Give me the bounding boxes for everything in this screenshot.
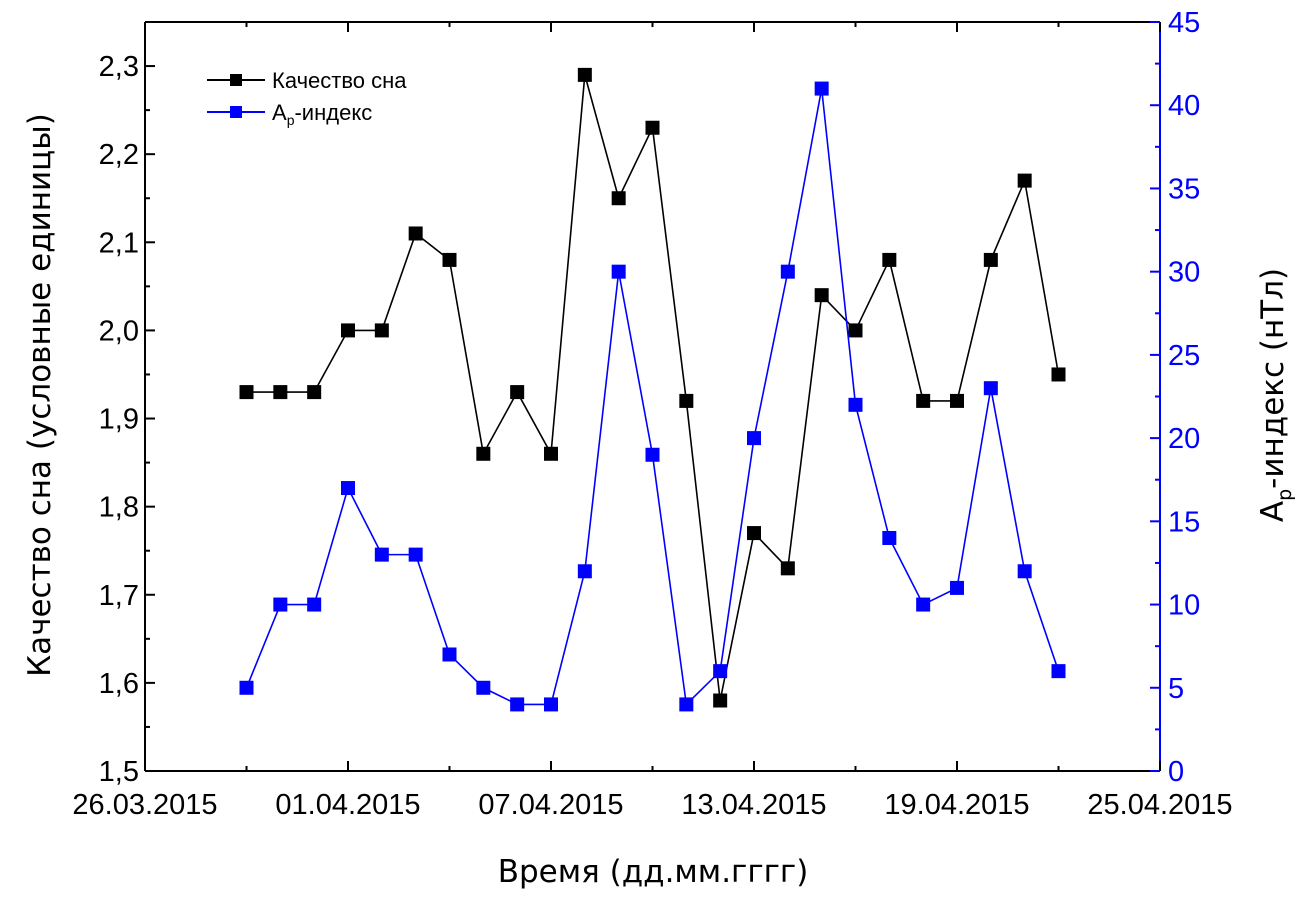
data-point-ap	[341, 481, 355, 496]
x-axis-title: Время (дд.мм.гггг)	[498, 854, 809, 890]
y-right-tick-label: 5	[1168, 673, 1184, 705]
x-tick-label: 19.04.2015	[884, 789, 1029, 821]
series-line-ap	[245, 88, 1060, 707]
data-point-sleep	[408, 226, 423, 241]
data-point-ap	[476, 680, 491, 695]
legend-label-ap-rest: -индекс	[294, 100, 372, 125]
data-point-sleep	[916, 393, 931, 408]
data-point-sleep	[577, 67, 592, 82]
legend-label-ap-sub: p	[287, 112, 295, 128]
x-tick-label: 26.03.2015	[72, 789, 217, 821]
data-point-ap	[1017, 564, 1032, 579]
x-tick-label: 25.04.2015	[1087, 789, 1232, 821]
y-left-tick-label: 1,9	[99, 404, 139, 436]
data-point-sleep	[679, 393, 694, 408]
y-left-tick-label: 2,1	[99, 227, 139, 259]
data-point-sleep	[780, 561, 795, 576]
data-point-sleep	[814, 288, 829, 303]
data-point-sleep	[611, 191, 626, 206]
legend: Качество сна Ap-индекс	[207, 68, 407, 128]
y-axis-right-title-rest: -индекс (нТл)	[1255, 268, 1291, 489]
y-left-tick-label: 1,7	[99, 580, 139, 612]
data-point-ap	[780, 264, 795, 279]
data-point-sleep	[307, 385, 322, 400]
y-right-tick-label: 25	[1168, 340, 1200, 372]
y-left-tick-label: 2,3	[99, 51, 139, 83]
y-left-tick-label: 2,0	[99, 315, 139, 347]
y-axis-right-title-sub: p	[1274, 489, 1296, 501]
data-point-ap	[916, 597, 931, 612]
y-right-tick-label: 0	[1168, 756, 1184, 788]
y-left-tick-label: 1,5	[99, 756, 139, 788]
x-tick-label: 07.04.2015	[478, 789, 623, 821]
data-point-ap	[1051, 664, 1066, 679]
data-point-sleep	[510, 385, 525, 400]
legend-label-ap: Ap-индекс	[272, 100, 372, 128]
data-point-ap	[882, 530, 897, 545]
data-point-sleep	[983, 252, 998, 267]
data-point-ap	[983, 381, 998, 396]
data-point-ap	[577, 564, 592, 579]
legend-label-ap-main: A	[272, 100, 287, 125]
y-left-tick-label: 1,8	[99, 492, 139, 524]
data-point-ap	[273, 597, 288, 612]
y-left-tick-label: 1,6	[99, 668, 139, 700]
data-point-ap	[814, 81, 829, 96]
data-point-ap	[713, 664, 728, 679]
data-point-ap	[611, 264, 626, 279]
y-axis-left-title: Качество сна (условные единицы)	[22, 113, 58, 677]
y-right-tick-label: 30	[1168, 257, 1200, 289]
data-point-sleep	[747, 526, 761, 541]
y-left-tick-label: 2,2	[99, 139, 139, 171]
y-axis-right-title-main: A	[1255, 501, 1291, 522]
data-point-ap	[747, 431, 761, 446]
y-right-tick-label: 45	[1168, 7, 1200, 39]
data-point-ap	[374, 547, 389, 562]
data-point-sleep	[341, 323, 355, 338]
data-point-sleep	[713, 693, 728, 708]
y-right-tick-label: 10	[1168, 590, 1200, 622]
data-point-ap	[307, 597, 322, 612]
data-point-sleep	[882, 252, 897, 267]
data-point-sleep	[239, 385, 254, 400]
data-point-sleep	[442, 252, 457, 267]
x-tick-label: 01.04.2015	[275, 789, 420, 821]
series-line-sleep	[246, 74, 1060, 701]
data-point-sleep	[374, 323, 389, 338]
data-point-ap	[510, 697, 525, 712]
y-axis-right-title: Ap-индекс (нТл)	[1255, 268, 1296, 522]
y-right-tick-label: 35	[1168, 173, 1200, 205]
data-point-ap	[544, 697, 558, 712]
data-point-sleep	[645, 120, 660, 135]
data-point-ap	[848, 397, 863, 412]
data-point-sleep	[1017, 173, 1032, 188]
data-point-ap	[679, 697, 694, 712]
data-point-sleep	[950, 393, 964, 408]
legend-label-sleep: Качество сна	[272, 68, 407, 93]
data-point-ap	[645, 447, 660, 462]
data-point-sleep	[273, 385, 288, 400]
y-right-tick-label: 40	[1168, 90, 1200, 122]
data-point-ap	[408, 547, 423, 562]
data-point-sleep	[1051, 367, 1066, 382]
legend-marker-sleep	[230, 74, 242, 86]
data-point-sleep	[544, 446, 558, 461]
data-point-sleep	[848, 323, 863, 338]
y-right-tick-label: 15	[1168, 506, 1200, 538]
y-right-tick-label: 20	[1168, 423, 1200, 455]
x-tick-label: 13.04.2015	[681, 789, 826, 821]
data-point-ap	[239, 680, 254, 695]
data-point-ap	[950, 580, 964, 595]
data-point-ap	[442, 647, 457, 662]
data-point-sleep	[476, 446, 491, 461]
legend-marker-ap	[230, 106, 242, 118]
